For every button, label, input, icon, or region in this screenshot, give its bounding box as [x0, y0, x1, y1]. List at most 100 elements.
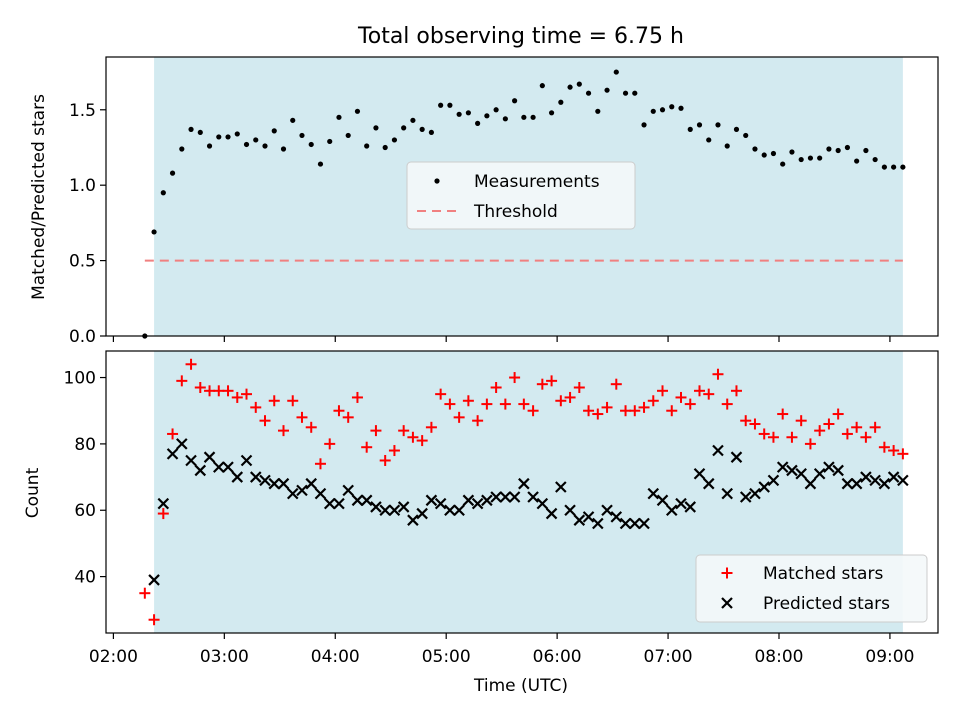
predicted-star-point [203, 451, 216, 463]
predicted-star-point [776, 461, 789, 473]
predicted-star-point [610, 511, 623, 523]
predicted-star-point [656, 494, 669, 507]
matched-star-point [416, 435, 428, 447]
measurement-point [447, 102, 453, 108]
measurement-point [512, 98, 518, 104]
predicted-star-point [259, 474, 271, 487]
predicted-star-point [425, 494, 438, 507]
x-axis-label: Time (UTC) [473, 676, 568, 696]
matched-star-point [250, 401, 262, 413]
measurement-point [299, 132, 305, 139]
predicted-star-point [536, 497, 549, 510]
measurement-point [687, 126, 693, 132]
predicted-star-point [739, 491, 752, 503]
predicted-star-point [721, 487, 734, 500]
predicted-star-point [314, 487, 327, 500]
predicted-star-point [462, 494, 475, 507]
measurement-point [521, 114, 527, 120]
matched-star-point [869, 421, 881, 433]
predicted-star-point [176, 438, 188, 450]
measurement-point [863, 147, 869, 154]
matched-star-point [823, 418, 835, 430]
measurement-point [789, 149, 795, 155]
measurement-point [317, 161, 324, 167]
legend-matched-marker [721, 567, 733, 579]
predicted-star-point [416, 507, 428, 520]
measurement-point [502, 116, 508, 122]
measurement-point [576, 81, 582, 87]
measurement-point [271, 128, 277, 134]
matched-star-point [601, 401, 613, 413]
matched-star-point [518, 398, 530, 410]
matched-star-point [388, 445, 400, 457]
x-tick-label: 07:00 [644, 647, 693, 667]
predicted-star-point [213, 461, 225, 473]
measurement-point [835, 147, 841, 154]
measurement-point [456, 111, 462, 117]
bottom-y-tick-label: 40 [74, 568, 96, 588]
measurement-point [891, 164, 897, 170]
measurement-point [280, 146, 287, 152]
legend-threshold-label: Threshold [473, 202, 558, 222]
measurement-point [604, 87, 610, 93]
predicted-star-point [490, 491, 502, 503]
matched-star-point [268, 395, 280, 407]
measurement-point [854, 158, 860, 164]
matched-star-point [888, 445, 900, 457]
matched-star-point [777, 408, 789, 420]
matched-star-point [490, 381, 502, 393]
matched-star-point [314, 458, 326, 470]
measurement-point [391, 137, 398, 143]
measurement-point [169, 170, 176, 176]
predicted-star-point [758, 481, 770, 493]
legend-predicted-label: Predicted stars [763, 594, 890, 614]
measurement-point [197, 129, 203, 136]
bottom-y-axis-label: Count [23, 467, 43, 518]
top-plot-frame [105, 56, 939, 337]
matched-star-point [185, 358, 197, 370]
measurement-point [622, 90, 629, 96]
predicted-star-point [878, 477, 891, 490]
predicted-star-point [351, 494, 364, 507]
predicted-star-point [148, 574, 160, 586]
legend-measurements-label: Measurements [474, 172, 600, 192]
measurement-point [650, 108, 656, 114]
predicted-star-point [555, 481, 567, 493]
predicted-star-point [712, 444, 724, 457]
matched-star-point [407, 431, 419, 443]
bottom-panel: 40 60 80 100 02:00 03:00 04:00 05:00 06:00 07:00… [23, 350, 939, 696]
matched-star-point [684, 398, 696, 410]
matched-star-point [583, 405, 595, 417]
predicted-star-point [629, 517, 641, 530]
matched-star-point [647, 395, 659, 407]
predicted-star-point [388, 504, 401, 517]
predicted-star-point [601, 504, 613, 517]
predicted-star-point [194, 464, 207, 477]
predicted-star-point [850, 477, 863, 490]
measurement-point [151, 229, 157, 235]
top-y-tick-label: 1.0 [69, 176, 96, 196]
predicted-star-point [823, 461, 835, 473]
predicted-star-point [471, 497, 484, 510]
predicted-star-point [286, 487, 299, 500]
matched-star-point [657, 385, 669, 397]
predicted-star-point [887, 471, 900, 483]
measurement-point [364, 143, 370, 149]
measurement-point [752, 146, 758, 152]
matched-star-point [370, 425, 382, 437]
predicted-star-point [647, 487, 660, 500]
matched-star-points [139, 358, 909, 626]
top-panel: 0.0 0.5 1.0 1.5 Matched/Predicted stars Mea… [29, 56, 939, 347]
predicted-star-point [832, 464, 844, 477]
matched-star-point [564, 391, 576, 403]
measurement-point [696, 122, 703, 128]
matched-star-point [546, 375, 558, 387]
matched-star-point [324, 438, 336, 450]
predicted-star-point [573, 514, 586, 526]
measurement-point [484, 113, 490, 119]
measurement-point [475, 120, 481, 126]
predicted-star-point [268, 477, 281, 490]
top-y-tick-label: 0.5 [69, 252, 96, 272]
measurement-point [595, 108, 601, 114]
top-y-tick-label: 0.0 [69, 327, 96, 347]
